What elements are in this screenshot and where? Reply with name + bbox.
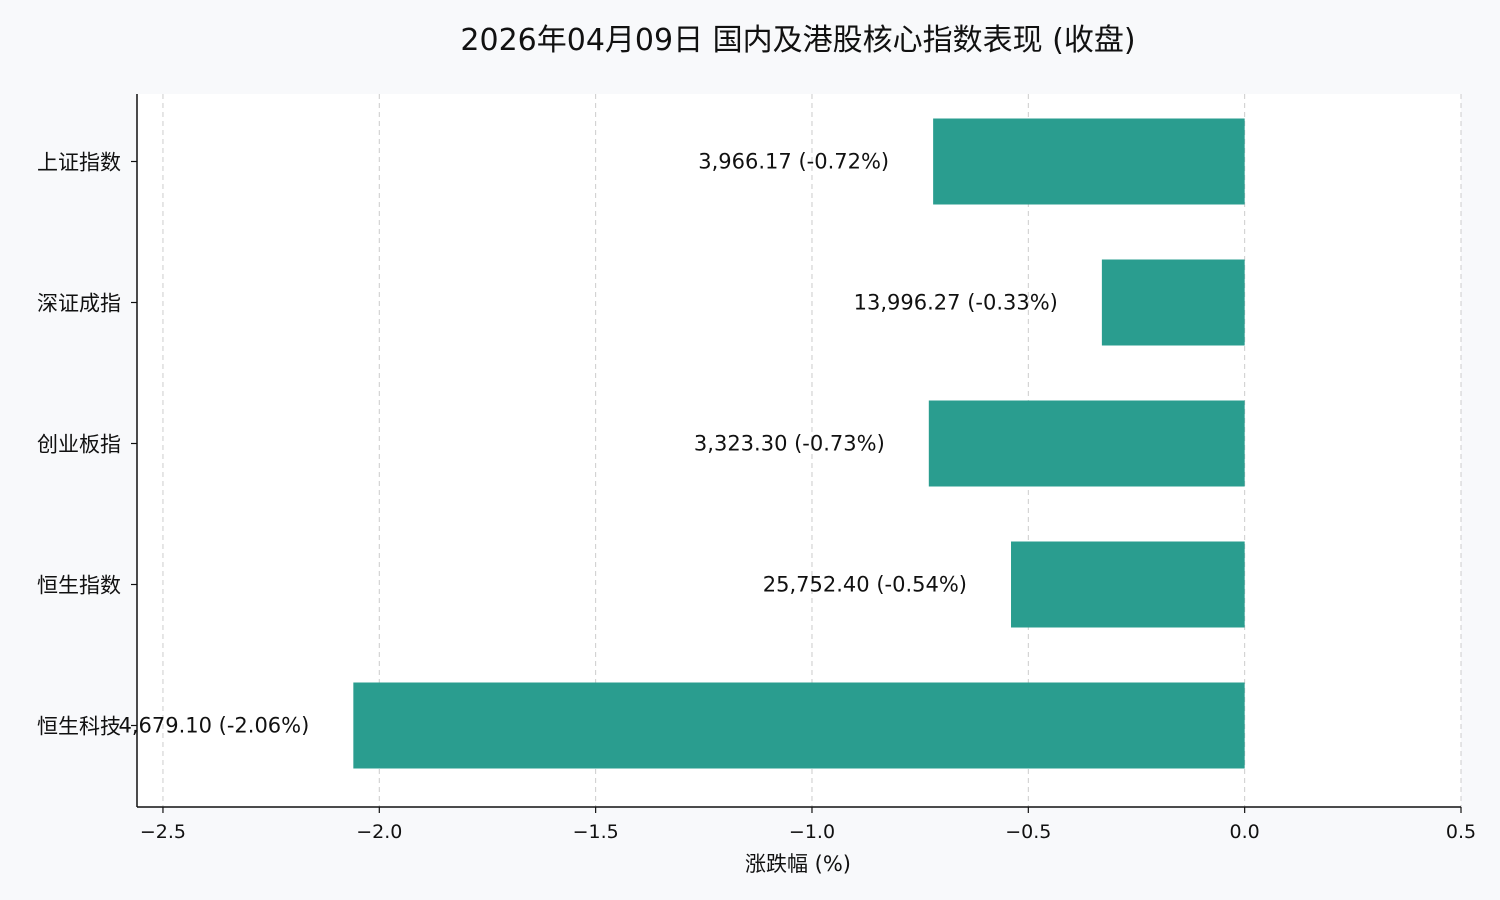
x-tick-label: −2.5 <box>140 821 186 843</box>
x-tick-label: −1.5 <box>573 821 619 843</box>
axes <box>131 94 1462 813</box>
bar-value-label: 4,679.10 (-2.06%) <box>118 714 309 738</box>
bar-value-label: 25,752.40 (-0.54%) <box>763 573 967 597</box>
labels: −2.5 −2.0 −1.5 −1.0 −0.5 0.0 0.5 上证指数 3,966.17 (… <box>37 150 1476 844</box>
bar-1 <box>933 118 1245 205</box>
x-tick-label: −2.0 <box>356 821 402 843</box>
y-category-label: 深证成指 <box>37 292 121 316</box>
y-category-label: 恒生指数 <box>37 574 121 598</box>
bar-value-label: 3,966.17 (-0.72%) <box>698 150 889 174</box>
y-category-label: 创业板指 <box>37 433 121 457</box>
x-tick-label: 0.5 <box>1446 821 1476 843</box>
chart-title: 2026年04月09日 国内及港股核心指数表现 (收盘) <box>460 23 1135 58</box>
x-axis-title: 涨跌幅 (%) <box>745 852 851 876</box>
bars <box>353 118 1245 769</box>
y-category-label: 上证指数 <box>37 151 121 175</box>
y-category-label: 恒生科技 <box>37 715 121 739</box>
bar-3 <box>928 400 1245 487</box>
bar-2 <box>1101 259 1245 346</box>
x-tick-label: −1.0 <box>789 821 835 843</box>
bar-5 <box>353 682 1245 769</box>
bar-value-label: 13,996.27 (-0.33%) <box>854 291 1058 315</box>
bar-value-label: 3,323.30 (-0.73%) <box>694 432 885 456</box>
x-tick-label: −0.5 <box>1005 821 1051 843</box>
bar-4 <box>1011 541 1245 628</box>
x-tick-label: 0.0 <box>1230 821 1260 843</box>
